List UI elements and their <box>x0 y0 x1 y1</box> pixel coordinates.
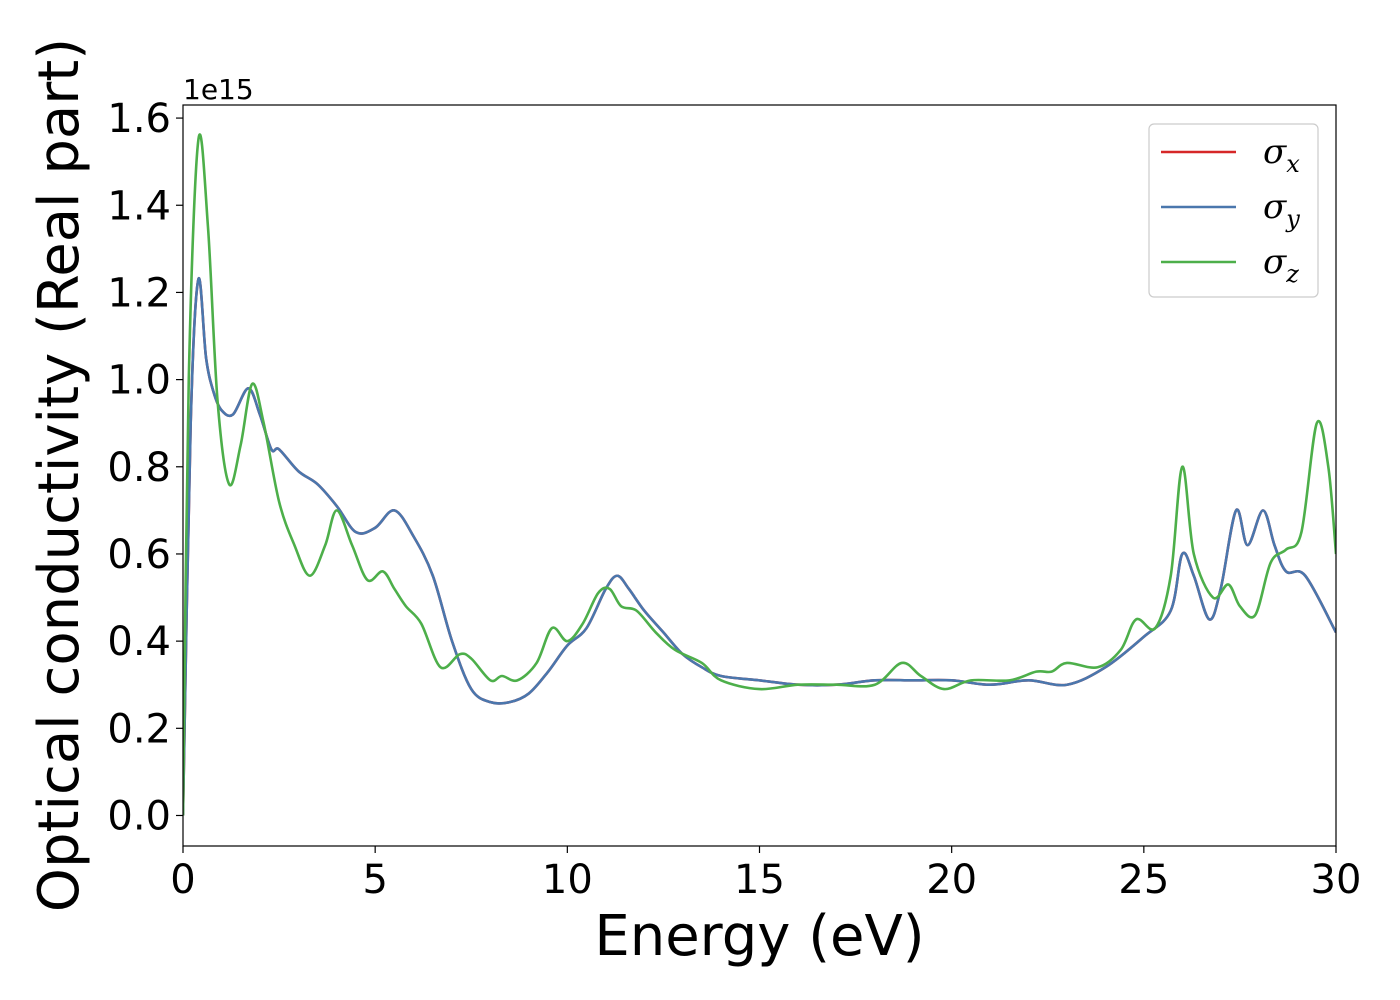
legend-label-z: σz <box>1263 242 1299 288</box>
y-tick-label: 1.4 <box>107 183 171 229</box>
x-tick-label: 25 <box>1118 857 1169 903</box>
x-axis-ticks: 0 5 10 15 20 25 30 <box>170 846 1361 903</box>
legend-label-x: σx <box>1263 132 1300 178</box>
y-tick-label: 0.8 <box>107 445 171 491</box>
y-tick-label: 1.6 <box>107 96 171 142</box>
x-tick-label: 10 <box>542 857 593 903</box>
y-tick-label: 0.4 <box>107 619 171 665</box>
y-tick-label: 0.6 <box>107 532 171 578</box>
x-tick-label: 0 <box>170 857 195 903</box>
legend: σx σy σz <box>1148 123 1319 298</box>
x-axis-title: Energy (eV) <box>594 904 924 969</box>
y-tick-label: 0.2 <box>107 706 171 752</box>
series-line-z <box>183 133 1336 816</box>
x-tick-label: 20 <box>926 857 977 903</box>
legend-box <box>1148 123 1319 298</box>
y-tick-label: 0.0 <box>107 793 171 839</box>
x-tick-label: 5 <box>362 857 387 903</box>
series-line-y <box>183 276 1336 816</box>
x-tick-label: 15 <box>734 857 785 903</box>
y-axis-ticks: 0.0 0.2 0.4 0.6 0.8 1.0 1.2 1.4 1.6 <box>107 96 183 839</box>
x-tick-label: 30 <box>1311 857 1362 903</box>
y-axis-title: Optical conductivity (Real part) <box>27 38 92 912</box>
y-tick-label: 1.0 <box>107 358 171 404</box>
y-tick-label: 1.2 <box>107 270 171 316</box>
series-layer <box>183 133 1336 816</box>
legend-label-y: σy <box>1263 187 1300 233</box>
y-offset-label: 1e15 <box>183 73 254 106</box>
